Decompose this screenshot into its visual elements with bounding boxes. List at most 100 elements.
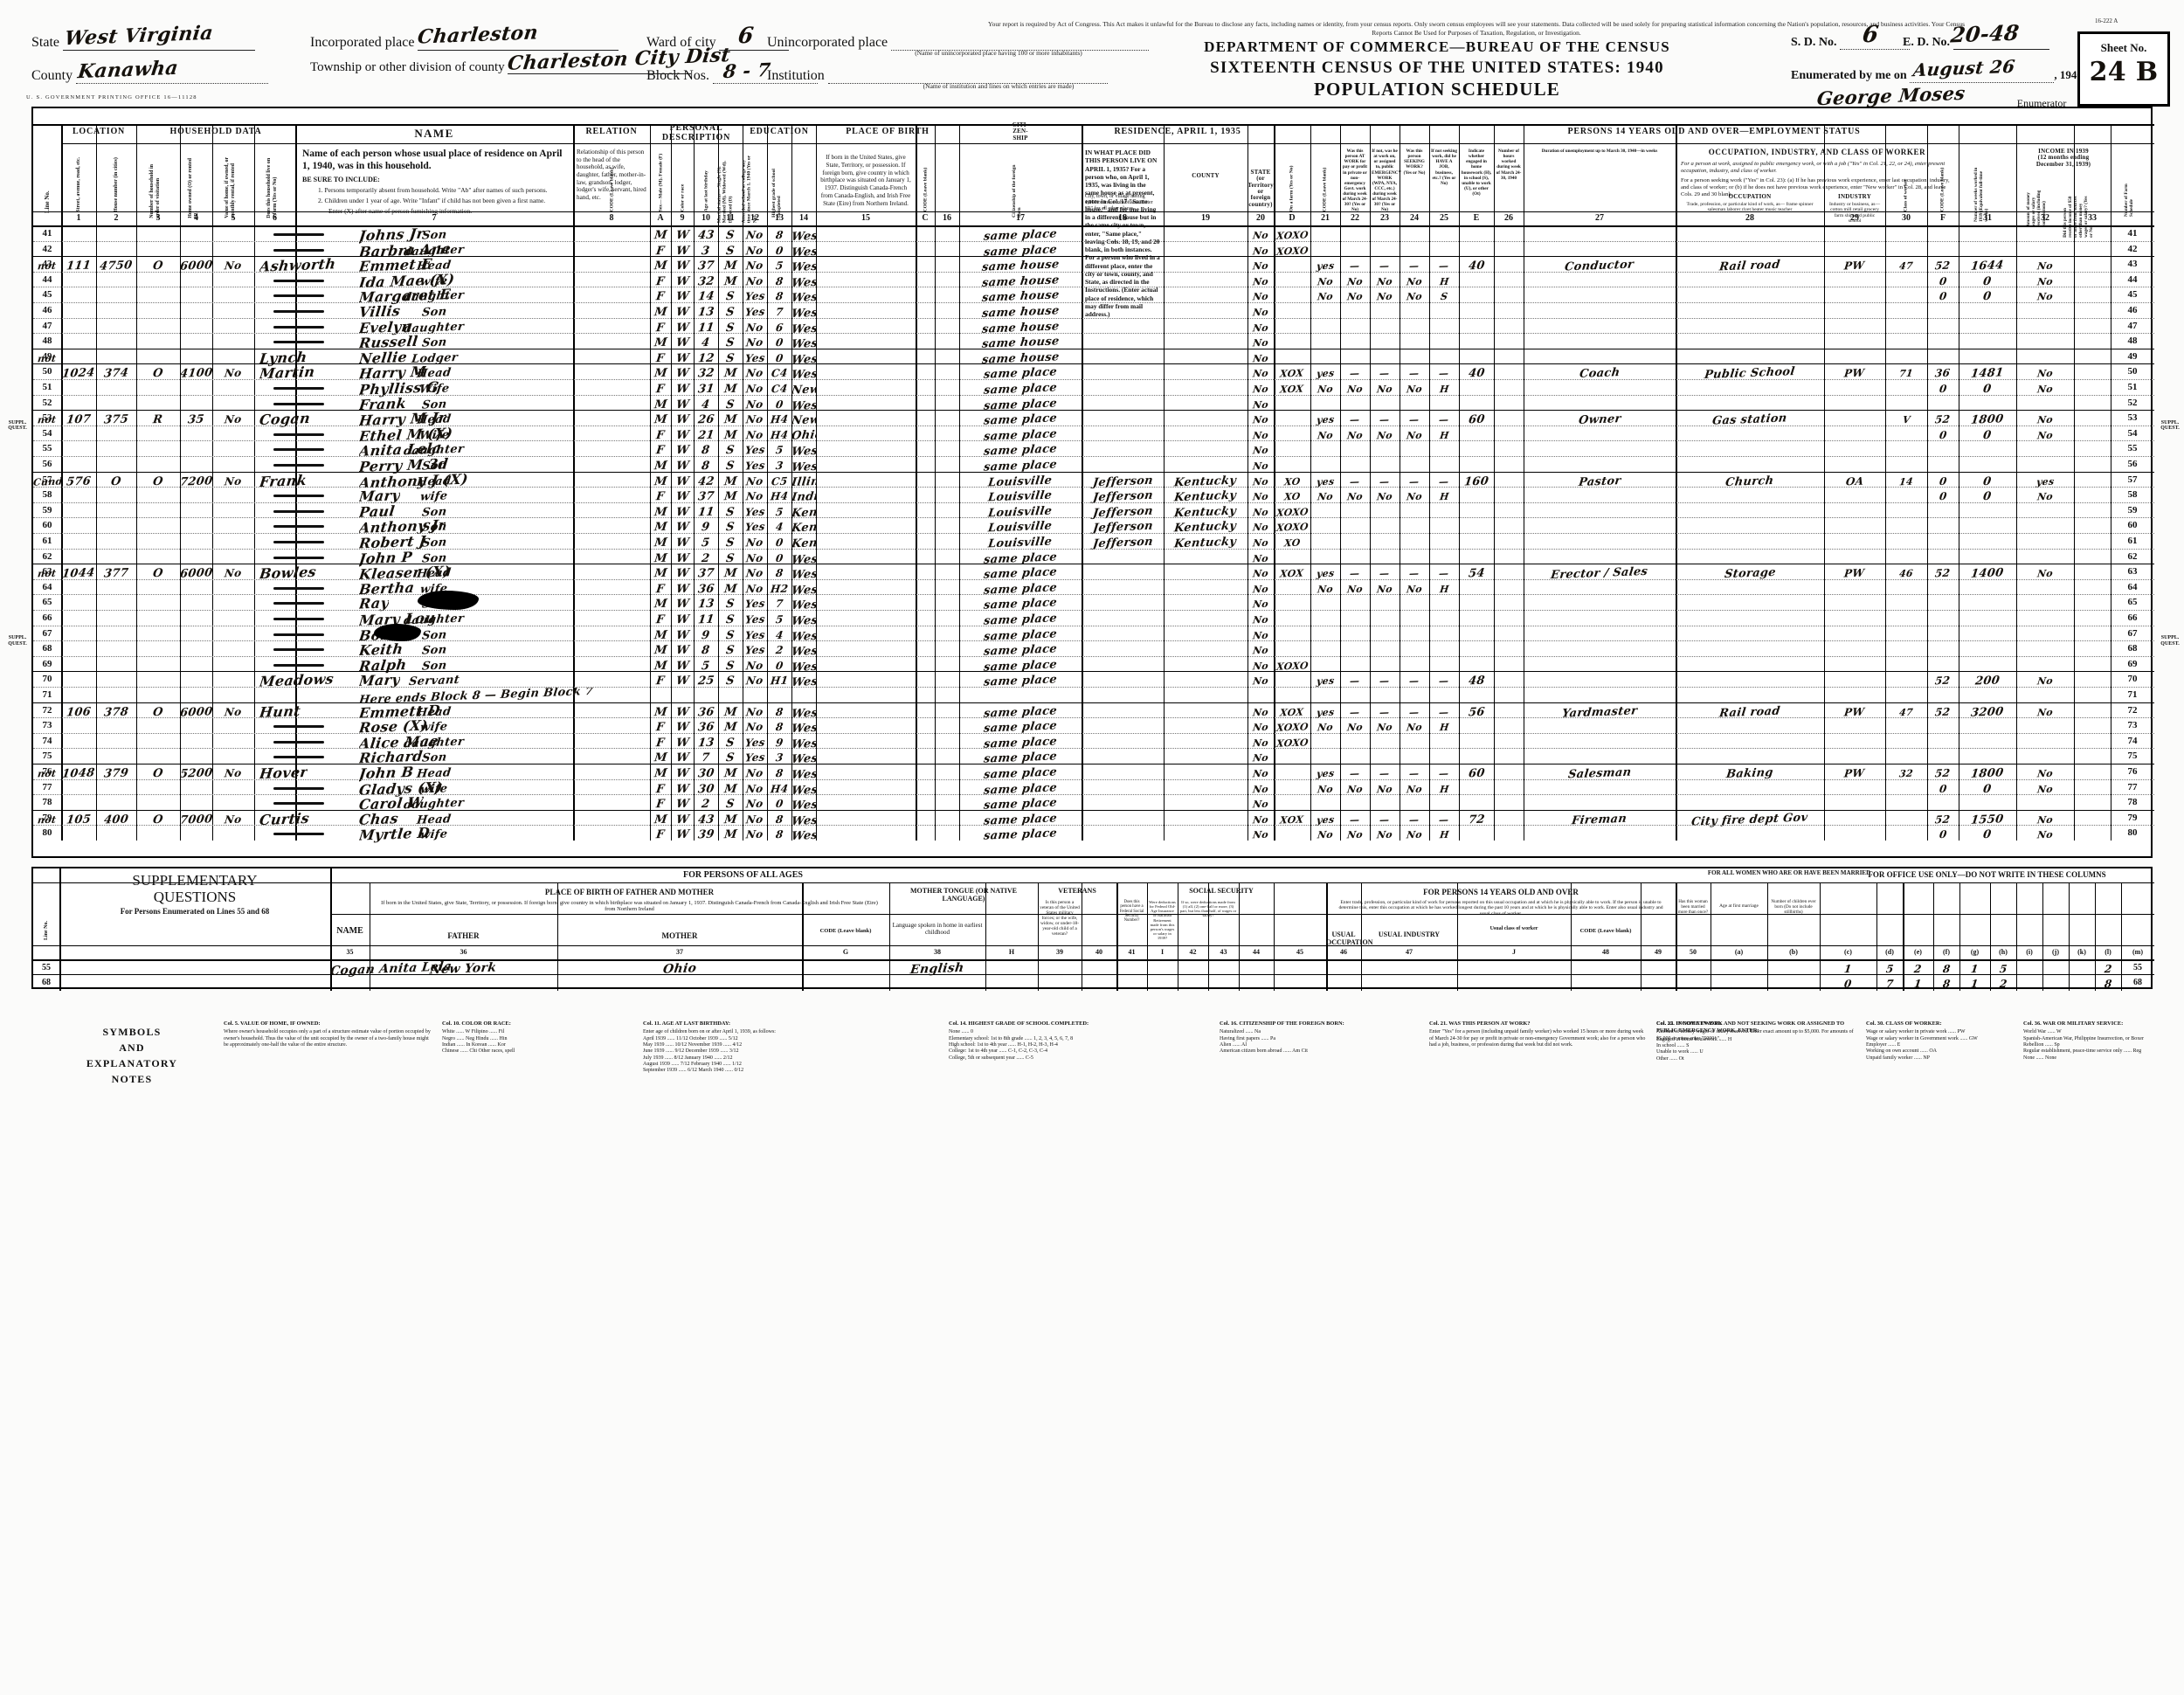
form-number: 16-222 A [2095, 17, 2118, 24]
supp-pob-parents: PLACE OF BIRTH OF FATHER AND MOTHER [544, 888, 715, 896]
row-value-c22: No [1346, 783, 1364, 795]
cell-given-name: Here ends Block 8 — Begin Block 7 [359, 688, 593, 703]
row-value-codeD: XOXO [1275, 229, 1310, 242]
row-value-ms: S [725, 536, 736, 550]
row-value-grade: 8 [774, 828, 784, 841]
row-value-farm35: No [1252, 767, 1269, 780]
row-value-farm35: No [1252, 783, 1269, 795]
supp-code-j: CODE (Leave blank) [1579, 928, 1632, 934]
line-number-left: 52 [42, 397, 52, 408]
header-col-9-sex: Sex— Male (M), Female (F) [658, 153, 664, 212]
row-value-c25: — [1438, 706, 1450, 718]
row-value-other: No [2036, 291, 2054, 303]
row-value-ms: S [725, 228, 736, 243]
row-value-c21: yes [1315, 767, 1336, 780]
row-value-c25: — [1438, 259, 1450, 273]
ditto-dash [273, 740, 324, 744]
row-value-sch: No [745, 398, 764, 412]
line-number-right: 62 [2127, 550, 2138, 562]
row-value-weeks: 52 [1934, 259, 1952, 273]
supp-column-number: 43 [1220, 948, 1227, 956]
supp-cell-value: New York [429, 960, 498, 978]
field-unincorporated-place-label: Unincorporated place [767, 35, 888, 50]
row-value-c21: No [1317, 383, 1334, 396]
supp-pob-note: If born in the United States, give State… [381, 900, 878, 913]
supp-usual-class: Usual class of worker [1489, 926, 1538, 931]
supp-column-number: J [1512, 948, 1516, 956]
header-col-34-farm-schedule: Number of Farm Schedule [2124, 183, 2135, 217]
supplementary-question-marker: SUPPL. QUEST. [8, 419, 27, 432]
line-number-left: 79 [42, 812, 52, 823]
footnote-body: Enter age of children born on or after A… [643, 1029, 776, 1074]
row-value-age: 5 [701, 536, 711, 550]
line-number-right: 66 [2127, 612, 2138, 623]
line-number-right: 41 [2127, 228, 2138, 239]
row-value-class: PW [1843, 766, 1866, 780]
line-number-right: 77 [2127, 781, 2138, 792]
row-value-c22: — [1349, 368, 1361, 380]
row-value-sch: No [745, 489, 764, 503]
supp-column-number: (k) [2077, 948, 2086, 956]
row-value-c24: — [1408, 259, 1420, 273]
line-number-right: 78 [2127, 797, 2138, 808]
supp-code-g: CODE (Leave blank) [819, 928, 872, 934]
row-value-grade: 9 [774, 736, 784, 750]
supp-column-number: (a) [1734, 948, 1744, 956]
row-value-grade: 3 [774, 751, 784, 764]
cell-pob: West Virginia [791, 827, 816, 842]
line-number-right: 73 [2127, 720, 2138, 731]
row-value-codeF: 47 [1898, 706, 1914, 718]
supp-mother: MOTHER [661, 931, 698, 940]
row-value-grade: 2 [774, 643, 784, 657]
sheet-no-value: 24 B [2089, 57, 2159, 87]
row-value-grade: 0 [774, 797, 784, 811]
supp-14-plus: FOR PERSONS 14 YEARS OLD AND OVER [1326, 888, 1676, 896]
row-value-farm35: No [1252, 413, 1269, 426]
ditto-dash [273, 633, 324, 636]
row-value-grade: 4 [774, 628, 784, 641]
header-col-10-race: Color or race [680, 183, 686, 212]
row-value-sch: No [745, 412, 764, 426]
row-value-c25: — [1438, 567, 1450, 580]
cell-c22: No [1340, 827, 1370, 842]
column-number-15: 15 [861, 213, 870, 223]
row-value-other: yes [2035, 475, 2056, 488]
header-col-6-farm: Does this household live on a farm (Yes … [266, 157, 278, 218]
line-number-left: 76 [42, 766, 52, 777]
row-value-weeks: 0 [1938, 489, 1948, 503]
footnote-head: Col. 32. INCOME IN 1939: [1656, 1020, 1722, 1027]
group-household-data-title: HOUSEHOLD DATA [169, 127, 262, 136]
supp-cell: 5 [1876, 961, 1903, 977]
column-number-26: 26 [1504, 213, 1513, 223]
line-number-right: 53 [2127, 412, 2138, 424]
supp-cell: Ohio [557, 961, 802, 977]
row-value-c22: No [1346, 291, 1364, 303]
row-value-c22: — [1349, 259, 1361, 273]
row-value-codeD: XOX [1279, 367, 1305, 380]
row-value-grade: H1 [770, 674, 789, 688]
row-value-grade: 8 [774, 566, 784, 580]
line-number-right: 64 [2127, 581, 2138, 592]
cell-grade: 8 [767, 827, 791, 842]
row-value-farm: No [224, 366, 243, 380]
row-value-codeD: XOX [1279, 383, 1305, 396]
field-enumerator-label: Enumerator [2016, 97, 2067, 109]
column-number-30: 30 [1902, 213, 1911, 223]
row-value-race: W [674, 536, 690, 550]
line-number-right: 48 [2127, 336, 2138, 347]
row-value-age: 8 [701, 459, 711, 474]
row-value-weeks: 0 [1938, 782, 1948, 795]
row-value-race: W [674, 228, 690, 243]
supp-has-ss: Does this person have a Federal Social S… [1119, 900, 1144, 924]
row-value-c25: H [1438, 829, 1450, 841]
header-col-23-seeking-work: Was this person SEEKING WORK? (Yes or No… [1403, 149, 1426, 176]
line-number-left: 41 [42, 228, 52, 239]
row-value-grade: 5 [774, 505, 784, 519]
row-value-class: PW [1843, 566, 1866, 580]
footnote-body: Where owner's household occupies only a … [224, 1029, 431, 1048]
supp-occ-note-14: Enter trade, profession, or particular k… [1338, 900, 1663, 917]
row-value-c23: — [1379, 259, 1391, 273]
column-number-4: 4 [194, 213, 198, 223]
column-number-5: 5 [231, 213, 236, 223]
row-value-farm35: No [1252, 306, 1269, 319]
